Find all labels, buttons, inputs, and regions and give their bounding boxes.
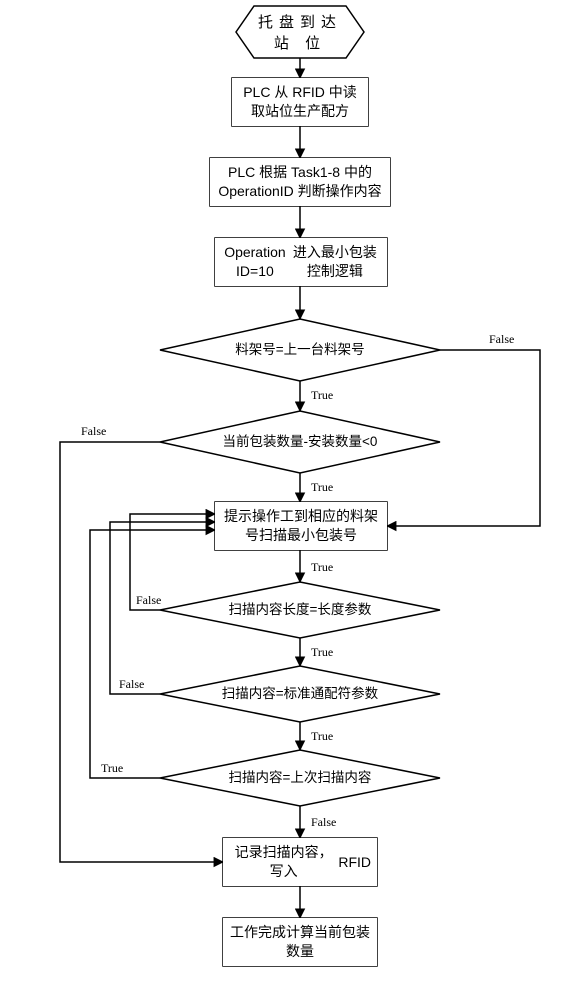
flowchart-decision-d2: 当前包装数量-安装数量<0 — [160, 433, 440, 451]
edge-label: False — [310, 815, 337, 830]
flowchart-process-n5: 记录扫描内容，写入RFID — [223, 838, 377, 886]
edge-label: False — [488, 332, 515, 347]
edge-label: True — [310, 729, 334, 744]
flowchart-decision-d4: 扫描内容=标准通配符参数 — [160, 685, 440, 703]
flowchart-decision-d1: 料架号=上一台料架号 — [160, 341, 440, 359]
flowchart-decision-d5: 扫描内容=上次扫描内容 — [160, 769, 440, 787]
edge-label: False — [80, 424, 107, 439]
edge-label: True — [310, 480, 334, 495]
flowchart-process-n4: 提示操作工到相应的料架号扫描最小包装号 — [215, 502, 387, 550]
flowchart-process-n1: PLC 从 RFID 中读取站位生产配方 — [232, 78, 368, 126]
edge-label: True — [310, 388, 334, 403]
flowchart-decision-d3: 扫描内容长度=长度参数 — [160, 601, 440, 619]
flowchart-process-n6: 工作完成计算当前包装数量 — [223, 918, 377, 966]
edge-label: True — [100, 761, 124, 776]
flowchart-process-n2: PLC 根据 Task1-8 中的OperationID 判断操作内容 — [210, 158, 390, 206]
edge-label: False — [135, 593, 162, 608]
edge-label: False — [118, 677, 145, 692]
flowchart-process-n3: Operation ID=10进入最小包装控制逻辑 — [215, 238, 387, 286]
flowchart-terminator-start: 托盘到达站 位 — [236, 12, 364, 54]
edge-label: True — [310, 560, 334, 575]
edge-label: True — [310, 645, 334, 660]
